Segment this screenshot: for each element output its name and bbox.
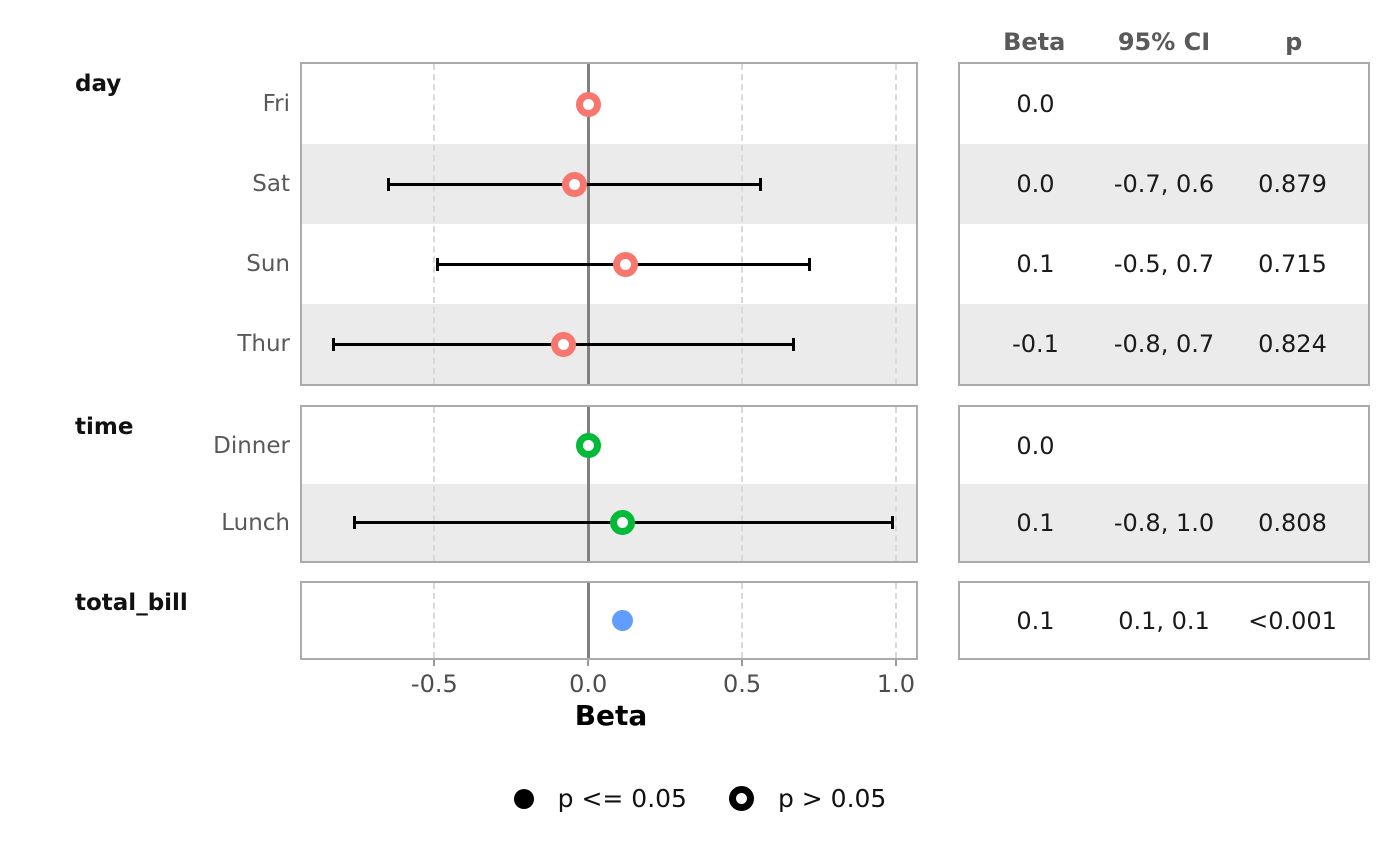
cell-beta: 0.1 (1016, 508, 1055, 537)
cell-p: 0.879 (1258, 170, 1327, 198)
legend: p <= 0.05 p > 0.05 (0, 784, 1400, 813)
table-row: 0.0 (960, 64, 1368, 144)
plot-row-Lunch (302, 484, 916, 561)
group-label-time: time (75, 414, 134, 440)
gridline (741, 407, 744, 561)
plot-panel-day (300, 62, 918, 386)
marker-open (609, 510, 635, 535)
ci-cap-right (758, 177, 762, 191)
row-label-Sat: Sat (252, 171, 290, 197)
gridline (894, 64, 897, 384)
group-label-total_bill: total_bill (75, 590, 188, 616)
cell-beta: 0.1 (1016, 606, 1055, 635)
table-header-beta: Beta (1003, 28, 1066, 56)
ci-cap-left (387, 177, 391, 191)
row-label-Sun: Sun (246, 251, 290, 277)
marker-open (561, 171, 587, 197)
gridline (433, 583, 436, 658)
plot-panel-total_bill (300, 581, 918, 660)
cell-p: 0.824 (1258, 330, 1327, 358)
row-label-Thur: Thur (237, 331, 290, 357)
ci-cap-right (890, 516, 894, 529)
gridline (433, 64, 436, 384)
x-axis-tick (433, 660, 436, 666)
table-header: Beta 95% CI p (958, 28, 1370, 58)
x-tick-label: 0.0 (569, 670, 608, 698)
ci-cap-right (807, 257, 811, 271)
plot-row-Thur (302, 304, 916, 384)
cell-ci: -0.8, 1.0 (1113, 508, 1215, 537)
cell-beta: -0.1 (1012, 330, 1059, 358)
table-row: 0.1 -0.8, 1.0 0.808 (960, 484, 1368, 561)
ci-cap-left (331, 337, 335, 351)
marker-open (575, 433, 601, 458)
gridline (894, 583, 897, 658)
cell-ci: 0.1, 0.1 (1118, 606, 1210, 635)
marker-filled (611, 610, 633, 631)
table-row: 0.0 -0.7, 0.6 0.879 (960, 144, 1368, 224)
table-row: 0.0 (960, 407, 1368, 484)
cell-beta: 0.0 (1016, 90, 1055, 118)
plot-row-total_bill (302, 583, 916, 658)
row-label-Lunch: Lunch (221, 509, 290, 536)
ci-cap-right (792, 337, 796, 351)
x-tick-label: 0.5 (723, 670, 762, 698)
ci-cap-left (436, 257, 440, 271)
gridline (433, 407, 436, 561)
table-panel-time: 0.0 0.1 -0.8, 1.0 0.808 (958, 405, 1370, 563)
table-row: -0.1 -0.8, 0.7 0.824 (960, 304, 1368, 384)
x-tick-label: 1.0 (876, 670, 916, 698)
x-axis-tick (894, 660, 897, 666)
gridline (894, 407, 897, 561)
zero-reference-line (586, 583, 590, 658)
table-panel-total_bill: 0.1 0.1, 0.1 <0.001 (958, 581, 1370, 660)
table-header-p: p (1285, 28, 1303, 56)
cell-beta: 0.0 (1016, 431, 1055, 460)
x-axis-title: Beta (574, 699, 648, 732)
legend-filled-dot-icon (513, 788, 534, 809)
ci-cap-left (353, 516, 357, 529)
cell-beta: 0.0 (1016, 170, 1055, 198)
table-panel-day: 0.0 0.0 -0.7, 0.6 0.879 0.1 -0.5, 0.7 0.715 -0.… (958, 62, 1370, 386)
legend-item-filled: p <= 0.05 (513, 784, 687, 813)
cell-p: <0.001 (1248, 606, 1337, 635)
cell-p: 0.715 (1258, 250, 1327, 278)
cell-p: 0.808 (1258, 508, 1327, 537)
plot-row-Fri (302, 64, 916, 144)
legend-item-open: p > 0.05 (728, 784, 887, 813)
gridline (741, 583, 744, 658)
gridline (741, 64, 744, 384)
cell-beta: 0.1 (1016, 250, 1055, 278)
group-label-day: day (75, 71, 122, 97)
plot-panel-time (300, 405, 918, 563)
legend-open-circle-icon (728, 786, 754, 811)
legend-label: p > 0.05 (777, 784, 887, 813)
table-row: 0.1 0.1, 0.1 <0.001 (960, 583, 1368, 658)
plot-row-Dinner (302, 407, 916, 484)
zero-reference-line (586, 64, 590, 384)
legend-label: p <= 0.05 (557, 784, 687, 813)
zero-reference-line (586, 407, 590, 561)
marker-open (551, 331, 577, 357)
marker-open (612, 251, 638, 277)
x-axis-tick (741, 660, 744, 666)
row-label-Dinner: Dinner (213, 432, 290, 459)
plot-row-Sun (302, 224, 916, 304)
table-header-ci: 95% CI (1117, 28, 1211, 56)
table-row: 0.1 -0.5, 0.7 0.715 (960, 224, 1368, 304)
row-label-Fri: Fri (262, 91, 290, 117)
cell-ci: -0.7, 0.6 (1113, 170, 1215, 198)
marker-open (575, 91, 601, 117)
cell-ci: -0.5, 0.7 (1113, 250, 1215, 278)
x-tick-label: -0.5 (410, 670, 458, 698)
cell-ci: -0.8, 0.7 (1113, 330, 1215, 358)
x-axis-tick (587, 660, 590, 666)
plot-row-Sat (302, 144, 916, 224)
